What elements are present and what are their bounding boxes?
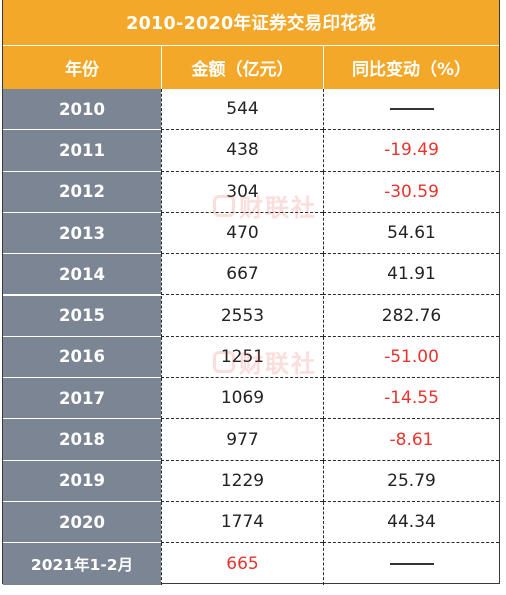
- year-cell: 2018: [3, 419, 161, 461]
- no-data-dash: [389, 108, 434, 110]
- change-cell: -19.49: [323, 130, 499, 172]
- amount-cell: 1251: [161, 336, 323, 379]
- change-cell: [323, 543, 499, 585]
- change-cell: 25.79: [323, 460, 499, 502]
- year-cell: 2019: [3, 460, 161, 502]
- header-change: 同比变动（%）: [323, 46, 499, 89]
- change-cell: 282.76: [323, 295, 499, 337]
- no-data-dash: [389, 563, 434, 565]
- change-cell: -51.00: [323, 336, 499, 379]
- year-cell: 2021年1-2月: [3, 543, 161, 585]
- table-row: 2021年1-2月 665: [3, 543, 499, 585]
- amount-cell: 2553: [161, 295, 323, 337]
- table-row: 2016 1251 -51.00: [3, 336, 499, 379]
- amount-cell: 1774: [161, 502, 323, 544]
- year-cell: 2013: [3, 212, 161, 255]
- table-row: 2011 438 -19.49: [3, 130, 499, 172]
- year-cell: 2016: [3, 336, 161, 379]
- amount-cell: 1069: [161, 378, 323, 420]
- year-cell: 2015: [3, 295, 161, 337]
- table-row: 2012 304 -30.59: [3, 171, 499, 213]
- amount-cell: 470: [161, 212, 323, 255]
- change-cell: -30.59: [323, 171, 499, 213]
- amount-cell: 304: [161, 171, 323, 213]
- table-row: 2014 667 41.91: [3, 254, 499, 296]
- change-cell: -14.55: [323, 378, 499, 420]
- amount-cell: 1229: [161, 460, 323, 502]
- year-cell: 2017: [3, 378, 161, 420]
- stamp-tax-table: 2010-2020年证券交易印花税 年份 金额（亿元） 同比变动（%） 2010…: [2, 0, 500, 585]
- change-cell: 54.61: [323, 212, 499, 255]
- table-row: 2020 1774 44.34: [3, 502, 499, 544]
- amount-cell: 438: [161, 130, 323, 172]
- table-row: 2010 544: [3, 89, 499, 131]
- table-row: 2017 1069 -14.55: [3, 378, 499, 420]
- header-year: 年份: [65, 60, 99, 80]
- year-cell: 2012: [3, 171, 161, 213]
- table-row: 2018 977 -8.61: [3, 419, 499, 461]
- year-cell: 2011: [3, 130, 161, 172]
- header-amount: 金额（亿元）: [161, 46, 323, 89]
- change-cell: -8.61: [323, 419, 499, 461]
- amount-cell: 667: [161, 254, 323, 296]
- table-header: 年份 金额（亿元） 同比变动（%）: [3, 45, 499, 89]
- change-cell: 44.34: [323, 502, 499, 544]
- table-row: 2019 1229 25.79: [3, 460, 499, 502]
- table-title: 2010-2020年证券交易印花税: [3, 0, 499, 45]
- table-row: 2013 470 54.61: [3, 212, 499, 255]
- change-cell: [323, 89, 499, 131]
- change-cell: 41.91: [323, 254, 499, 296]
- amount-cell: 977: [161, 419, 323, 461]
- amount-cell: 665: [161, 543, 323, 585]
- amount-cell: 544: [161, 89, 323, 131]
- table-row: 2015 2553 282.76: [3, 295, 499, 337]
- year-cell: 2020: [3, 502, 161, 544]
- year-cell: 2014: [3, 254, 161, 296]
- year-cell: 2010: [3, 89, 161, 131]
